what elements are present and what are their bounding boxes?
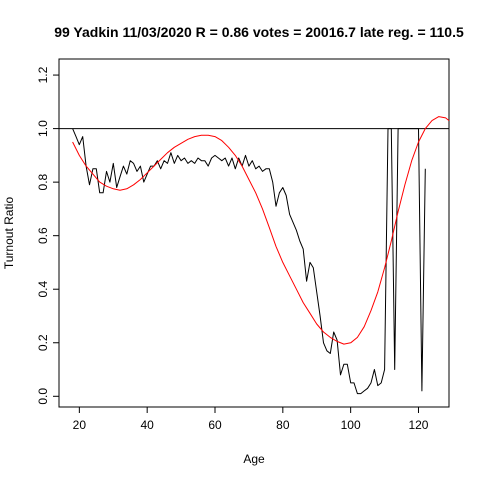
y-tick-label: 1.0 (36, 120, 50, 137)
y-tick-label: 0.6 (36, 227, 50, 244)
y-tick-label: 0.8 (36, 173, 50, 190)
x-tick-label: 20 (73, 418, 87, 432)
y-axis: 0.0 0.2 0.4 0.6 0.8 1.0 1.2 (36, 66, 59, 405)
plot-frame (58, 58, 450, 408)
y-tick-label: 0.2 (36, 334, 50, 351)
chart-title: 99 Yadkin 11/03/2020 R = 0.86 votes = 20… (54, 24, 464, 40)
y-tick-label: 0.4 (36, 281, 50, 298)
x-tick-label: 100 (341, 418, 361, 432)
x-tick-label: 40 (140, 418, 154, 432)
x-tick-label: 120 (408, 418, 428, 432)
y-axis-label: Turnout Ratio (2, 197, 16, 270)
fit-curve-line (72, 116, 450, 345)
plot-area (59, 116, 450, 395)
x-tick-label: 80 (276, 418, 290, 432)
x-axis-label: Age (243, 452, 265, 466)
x-axis: 20 40 60 80 100 120 (73, 407, 429, 432)
y-tick-label: 0.0 (36, 388, 50, 405)
y-tick-label: 1.2 (36, 66, 50, 83)
x-tick-label: 60 (208, 418, 222, 432)
turnout-series-line (72, 128, 426, 395)
